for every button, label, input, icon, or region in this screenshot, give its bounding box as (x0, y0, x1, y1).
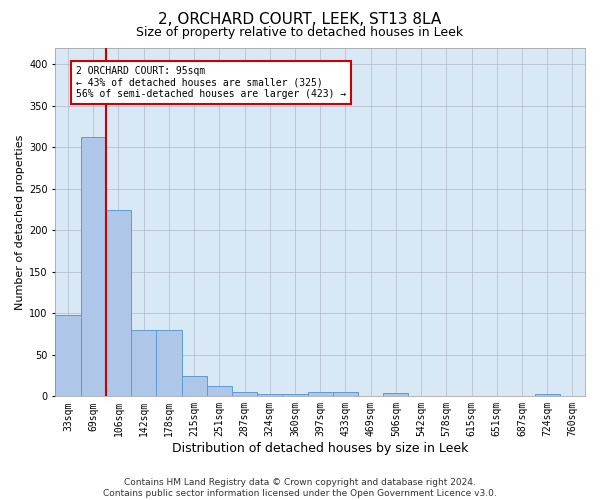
Bar (232, 392, 257, 396)
Text: 2, ORCHARD COURT, LEEK, ST13 8LA: 2, ORCHARD COURT, LEEK, ST13 8LA (158, 12, 442, 28)
Y-axis label: Number of detached properties: Number of detached properties (15, 134, 25, 310)
Bar (106, 210, 131, 396)
Bar (182, 376, 207, 396)
Bar (55, 315, 80, 396)
Text: Size of property relative to detached houses in Leek: Size of property relative to detached ho… (136, 26, 464, 39)
Text: 2 ORCHARD COURT: 95sqm
← 43% of detached houses are smaller (325)
56% of semi-de: 2 ORCHARD COURT: 95sqm ← 43% of detached… (76, 66, 346, 99)
Bar (333, 392, 358, 396)
Bar (257, 394, 283, 396)
Text: Contains HM Land Registry data © Crown copyright and database right 2024.
Contai: Contains HM Land Registry data © Crown c… (103, 478, 497, 498)
Bar (157, 330, 182, 396)
Bar (308, 392, 333, 396)
Bar (283, 394, 308, 396)
Bar (131, 330, 157, 396)
X-axis label: Distribution of detached houses by size in Leek: Distribution of detached houses by size … (172, 442, 469, 455)
Bar (80, 137, 106, 396)
Bar (535, 394, 560, 396)
Bar (207, 386, 232, 396)
Bar (383, 393, 409, 396)
